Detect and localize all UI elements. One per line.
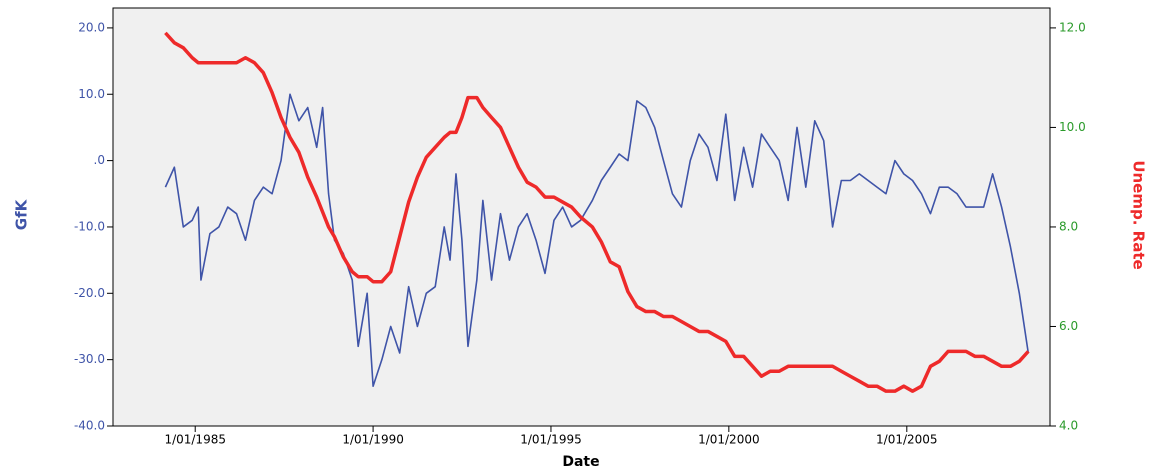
x-tick-label: 1/01/1985 [164,433,226,447]
y-tick-label: -30.0 [74,352,105,366]
y-tick-label: -40.0 [74,419,105,433]
y2-tick-label: 6.0 [1059,319,1078,333]
data-line [164,31,1030,393]
y2-tick-label: 4.0 [1059,419,1078,433]
y2-tick-label: 12.0 [1059,20,1086,34]
y2-axis-title: Unemp. Rate [1130,160,1148,269]
x-tick-label: 1/01/1995 [520,433,582,447]
data-line [164,93,1030,387]
x-tick-label: 1/01/2005 [876,433,938,447]
y2-tick-label: 8.0 [1059,219,1078,233]
y-tick-label: -10.0 [74,219,105,233]
y-axis-title: GfK [13,198,31,230]
x-tick-label: 1/01/1990 [342,433,404,447]
y-tick-label: 20.0 [78,20,105,34]
x-tick-label: 1/01/2000 [698,433,760,447]
y-tick-label: 10.0 [78,87,105,101]
y-tick-label: .0 [94,153,105,167]
y2-tick-label: 10.0 [1059,120,1086,134]
y-tick-label: -20.0 [74,286,105,300]
x-axis-title: Date [562,454,599,470]
